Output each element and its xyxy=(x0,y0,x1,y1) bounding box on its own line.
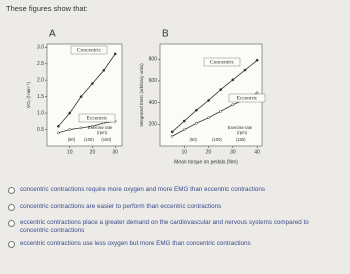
data-point xyxy=(91,124,94,128)
x-axis-label: Mean torque on pedals (Nm) xyxy=(174,159,238,165)
data-point xyxy=(102,68,106,72)
data-point xyxy=(195,121,198,125)
data-point xyxy=(219,109,223,113)
data-point xyxy=(79,126,83,130)
series-label-box xyxy=(78,113,116,123)
rate-tick: (150) xyxy=(101,137,111,142)
series-label-box xyxy=(228,93,266,103)
y-tick-label: 400 xyxy=(149,100,158,106)
figures: A V̇O₂ (l·min⁻¹) 0.5 1.0 1.5 2.0 2.5 3.0 10 20 30 E… xyxy=(26,29,266,165)
option-text: concentric contractions are easier to pe… xyxy=(20,203,222,210)
y-tick-label: 1.0 xyxy=(37,110,44,116)
series-label-box xyxy=(70,45,108,55)
option[interactable]: eccentric contractions use less oxygen b… xyxy=(8,240,338,248)
option[interactable]: eccentric contractions place a greater d… xyxy=(8,219,338,235)
rate-title: Exercise rate xyxy=(228,125,253,130)
series-line xyxy=(58,120,116,134)
data-point xyxy=(57,124,60,128)
panel-label: A xyxy=(49,29,56,40)
y-tick-label: 600 xyxy=(149,78,158,84)
series-label: Eccentric xyxy=(237,95,258,101)
y-tick-label: 0.5 xyxy=(37,127,44,133)
x-tick-label: 10 xyxy=(67,149,73,155)
rate-unit: (rpm) xyxy=(97,130,108,135)
y-axis-label: V̇O₂ (l·min⁻¹) xyxy=(26,81,32,108)
data-point xyxy=(243,68,247,72)
prompt: These figures show that: xyxy=(6,4,88,13)
series-label: Concentric xyxy=(210,59,235,65)
x-tick-label: 10 xyxy=(182,149,188,155)
panel-label: B xyxy=(162,29,169,40)
series-line xyxy=(58,53,116,127)
data-point xyxy=(79,95,83,98)
radio[interactable] xyxy=(8,241,15,248)
data-point xyxy=(113,52,117,56)
data-point xyxy=(207,116,210,120)
radio[interactable] xyxy=(8,204,15,211)
rate-unit: (rpm) xyxy=(237,130,248,135)
data-point xyxy=(91,82,94,85)
option[interactable]: concentric contractions are easier to pe… xyxy=(8,203,338,211)
rate-tick: (50) xyxy=(68,137,76,142)
radio[interactable] xyxy=(8,220,15,227)
data-point xyxy=(182,128,186,132)
data-point xyxy=(68,128,72,131)
radio[interactable] xyxy=(8,187,15,194)
y-tick-label: 800 xyxy=(149,57,158,63)
y-axis-label: Integrated EMG (arbitrary units) xyxy=(139,63,144,127)
rate-tick: (100) xyxy=(84,137,94,142)
data-point xyxy=(170,134,174,138)
series-label: Eccentric xyxy=(87,115,108,121)
data-point xyxy=(231,78,235,82)
option-text: concentric contractions require more oxy… xyxy=(20,186,265,193)
data-point xyxy=(68,111,72,115)
rate-tick: (50) xyxy=(189,137,197,142)
y-tick-label: 1.5 xyxy=(37,94,44,100)
option-text: eccentric contractions use less oxygen b… xyxy=(20,240,251,247)
y-tick-label: 2.0 xyxy=(37,78,44,84)
data-point xyxy=(207,99,210,102)
data-point xyxy=(255,58,259,62)
rate-tick: (150) xyxy=(236,137,246,142)
x-tick-label: 20 xyxy=(90,149,96,155)
series-line xyxy=(171,59,258,133)
x-tick-label: 30 xyxy=(112,149,118,155)
y-tick-label: 200 xyxy=(149,122,158,128)
plot-area xyxy=(46,43,123,147)
x-tick-label: 30 xyxy=(230,149,236,155)
rate-title: Exercise rate xyxy=(88,125,113,130)
series-label: Concentric xyxy=(77,47,102,53)
y-tick-label: 2.5 xyxy=(37,61,44,67)
data-point xyxy=(182,119,186,123)
data-point xyxy=(170,130,174,134)
series-label-box xyxy=(203,57,241,67)
rate-tick: (100) xyxy=(212,137,222,142)
option[interactable]: concentric contractions require more oxy… xyxy=(8,186,338,194)
data-point xyxy=(195,108,198,112)
option-text: eccentric contractions place a greater d… xyxy=(20,219,309,234)
data-point xyxy=(57,131,60,135)
data-point xyxy=(219,88,223,91)
y-tick-label: 3.0 xyxy=(37,45,44,51)
x-tick-label: 20 xyxy=(206,149,212,155)
data-point xyxy=(231,103,235,107)
data-point xyxy=(255,91,259,95)
x-tick-label: 40 xyxy=(254,149,260,155)
